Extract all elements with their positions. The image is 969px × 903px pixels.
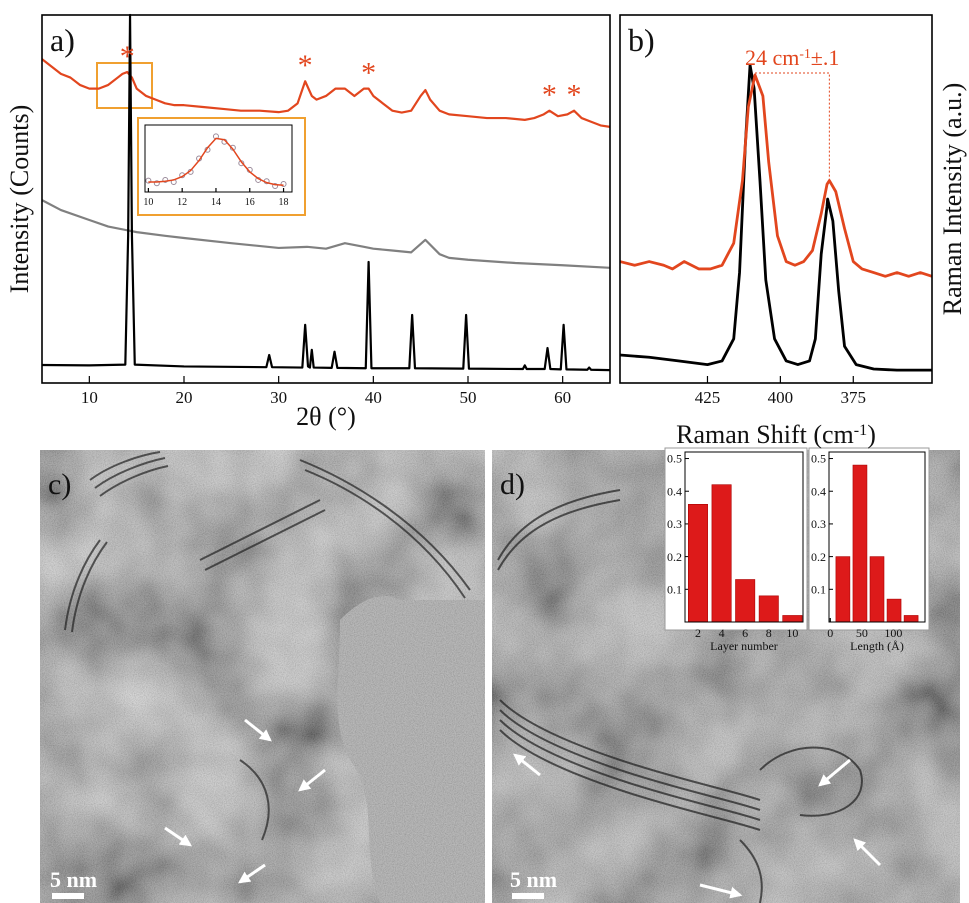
x-tick-label: 8 bbox=[766, 626, 772, 640]
x-tick-label: 425 bbox=[695, 388, 721, 407]
bar bbox=[852, 464, 868, 623]
bar bbox=[782, 615, 803, 623]
plot-frame bbox=[144, 124, 293, 193]
panel-label: a) bbox=[50, 22, 75, 58]
data-line bbox=[41, 58, 611, 128]
panel-label: c) bbox=[48, 468, 71, 501]
panel-label: b) bbox=[628, 22, 655, 58]
x-tick-label: 400 bbox=[768, 388, 794, 407]
x-axis-label-part: Raman Shift (cm bbox=[676, 420, 854, 449]
y-tick-label: 0.2 bbox=[811, 550, 826, 564]
bar bbox=[903, 615, 919, 623]
data-line bbox=[148, 137, 284, 187]
bar bbox=[835, 556, 851, 623]
x-tick-label: 4 bbox=[719, 626, 725, 640]
x-axis-label-part: ) bbox=[867, 420, 876, 449]
inset-frame bbox=[137, 117, 306, 216]
y-tick-label: 0.1 bbox=[811, 583, 826, 597]
data-point bbox=[153, 180, 160, 187]
bar bbox=[688, 504, 708, 623]
y-axis-label: Raman Intensity (a.u.) bbox=[938, 83, 967, 316]
x-tick-label: 18 bbox=[279, 197, 289, 208]
y-tick-label: 0.5 bbox=[811, 452, 826, 466]
x-tick-label: 375 bbox=[841, 388, 867, 407]
plot-frame bbox=[828, 451, 926, 623]
x-tick-label: 0 bbox=[827, 626, 833, 640]
peak-marker: * bbox=[361, 57, 376, 90]
scale-bar-label: 5 nm bbox=[50, 867, 97, 892]
bar bbox=[711, 484, 732, 623]
shift-annotation-part: ±.1 bbox=[811, 45, 840, 70]
x-tick-label: 2 bbox=[695, 626, 701, 640]
x-tick-label: 20 bbox=[176, 388, 193, 407]
y-tick-label: 0.3 bbox=[811, 517, 826, 531]
inset-background bbox=[808, 447, 930, 631]
bar bbox=[886, 598, 902, 623]
x-tick-label: 50 bbox=[856, 626, 868, 640]
y-tick-label: 0.5 bbox=[667, 452, 682, 466]
data-line bbox=[41, 13, 611, 372]
x-tick-label: 60 bbox=[554, 388, 571, 407]
data-line bbox=[619, 63, 932, 372]
x-tick-label: 14 bbox=[211, 197, 221, 208]
shift-annotation-sup: -1 bbox=[799, 45, 810, 60]
y-tick-label: 0.4 bbox=[667, 484, 682, 498]
x-tick-label: 10 bbox=[786, 626, 798, 640]
x-tick-label: 10 bbox=[143, 197, 153, 208]
x-tick-label: 16 bbox=[245, 197, 255, 208]
x-axis-label: Layer number bbox=[710, 639, 778, 653]
x-axis-label: 2θ (°) bbox=[296, 402, 356, 431]
y-tick-label: 0.3 bbox=[667, 517, 682, 531]
x-tick-label: 12 bbox=[177, 197, 187, 208]
bar bbox=[735, 579, 756, 623]
shift-annotation: 24 cm-1±.1 bbox=[745, 45, 839, 70]
plot-frame bbox=[619, 14, 933, 384]
x-tick-label: 30 bbox=[270, 388, 287, 407]
peak-marker: * bbox=[567, 79, 582, 112]
x-tick-label: 40 bbox=[365, 388, 382, 407]
peak-marker: * bbox=[120, 40, 135, 73]
x-axis-label-sup: -1 bbox=[854, 422, 867, 439]
plot-frame bbox=[684, 451, 804, 623]
y-tick-label: 0.1 bbox=[667, 583, 682, 597]
bar bbox=[758, 595, 779, 623]
data-line bbox=[619, 73, 933, 278]
x-axis-label: Length (Å) bbox=[850, 639, 904, 653]
data-point bbox=[145, 177, 152, 184]
plot-frame bbox=[41, 14, 611, 384]
x-tick-label: 6 bbox=[742, 626, 748, 640]
tem-image-c bbox=[40, 450, 485, 903]
bar bbox=[869, 556, 885, 623]
y-axis-label: Intensity (Counts) bbox=[5, 105, 34, 294]
x-tick-label: 50 bbox=[460, 388, 477, 407]
y-tick-label: 0.2 bbox=[667, 550, 682, 564]
peak-marker: * bbox=[542, 79, 557, 112]
x-axis-label: Raman Shift (cm-1) bbox=[676, 420, 876, 449]
x-tick-label: 100 bbox=[884, 626, 902, 640]
scale-bar-label: 5 nm bbox=[510, 867, 557, 892]
peak-marker: * bbox=[298, 49, 313, 82]
zoom-box bbox=[96, 62, 153, 109]
panel-label: d) bbox=[500, 468, 525, 501]
data-point bbox=[272, 182, 279, 189]
x-tick-label: 10 bbox=[81, 388, 98, 407]
data-point bbox=[162, 176, 169, 183]
shift-bracket bbox=[755, 72, 830, 181]
y-tick-label: 0.4 bbox=[811, 484, 826, 498]
shift-annotation-part: 24 cm bbox=[745, 45, 799, 70]
data-point bbox=[280, 180, 287, 187]
